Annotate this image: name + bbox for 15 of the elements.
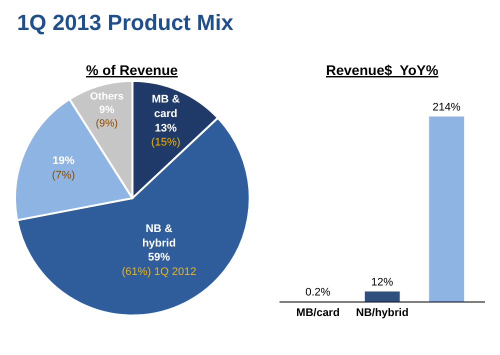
chart-title: Revenue$ YoY% bbox=[326, 62, 439, 78]
chart-subtitle: % of Revenue bbox=[86, 62, 178, 78]
slice-label: MB & card bbox=[152, 94, 180, 120]
slice-label: NB & hybrid bbox=[142, 223, 176, 250]
chart-title: 1Q 2013 Product Mix bbox=[17, 10, 234, 35]
data-label: 9% (9%) bbox=[96, 104, 118, 130]
data-label: 214% bbox=[432, 101, 461, 114]
data-label: 13% (15%) bbox=[151, 122, 180, 149]
slice-label: Others bbox=[90, 91, 124, 102]
data-label: 12% bbox=[371, 276, 394, 288]
data-label: 0.2% bbox=[305, 286, 331, 299]
data-label: 59% (61%) 1Q 2012 bbox=[122, 252, 196, 278]
x-tick-label: MB/card bbox=[296, 306, 340, 319]
x-tick-label: NB/hybrid bbox=[356, 306, 409, 319]
data-label: 19% (7%) bbox=[52, 155, 76, 182]
